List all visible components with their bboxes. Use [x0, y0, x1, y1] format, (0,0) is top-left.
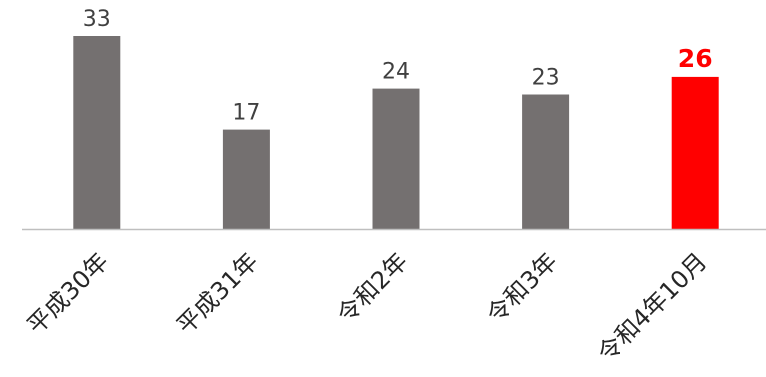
bars-group: [73, 36, 719, 230]
data-label-4: 23: [532, 66, 560, 91]
bar-2: [222, 129, 270, 229]
category-label-2: 平成31年: [171, 247, 263, 339]
category-label-1: 平成30年: [22, 247, 114, 339]
data-label-2: 17: [232, 101, 260, 126]
data-label-1: 33: [83, 7, 111, 32]
bar-1: [73, 36, 121, 229]
data-label-5: 26: [678, 44, 713, 73]
data-label-3: 24: [382, 60, 410, 85]
category-label-3: 令和2年: [332, 247, 414, 329]
value-labels-group: 33 17 24 23 26: [83, 7, 713, 126]
category-label-4: 令和3年: [481, 247, 563, 329]
category-label-5: 令和4年10月: [592, 247, 712, 367]
bar-4: [522, 94, 570, 229]
category-labels-group: 平成30年 平成31年 令和2年 令和3年 令和4年10月: [22, 247, 713, 367]
bar-3: [372, 88, 420, 229]
bar-5: [671, 76, 719, 230]
